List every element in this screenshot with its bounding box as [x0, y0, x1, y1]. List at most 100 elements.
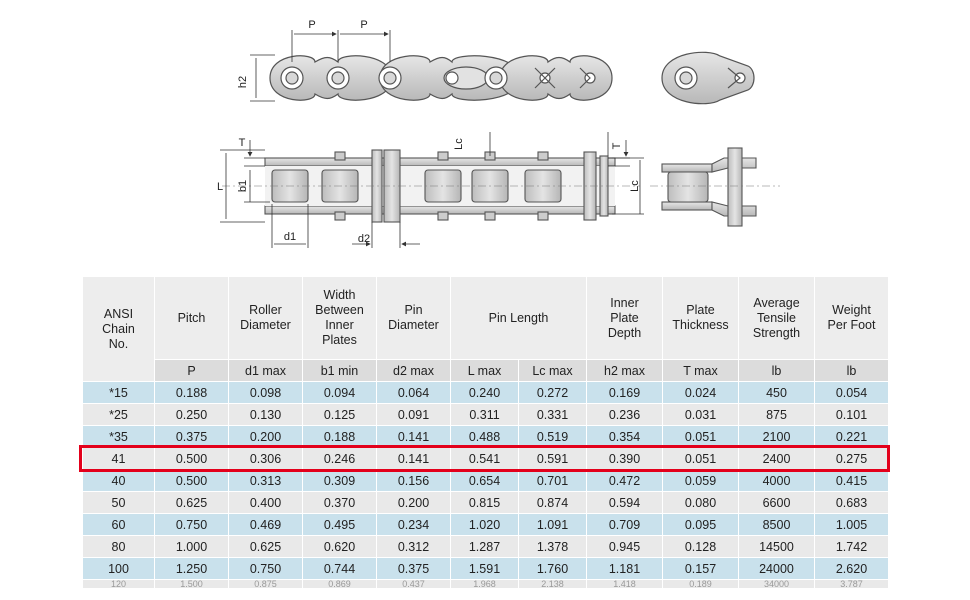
- value-cell: 0.415: [814, 469, 889, 492]
- value-cell: 0.874: [518, 491, 587, 514]
- chain-number-cell: *35: [82, 425, 155, 448]
- chain-end-view-plan: [661, 147, 757, 227]
- cutoff-cell: 34000: [738, 579, 815, 589]
- value-cell: 4000: [738, 469, 815, 492]
- value-cell: 0.098: [228, 381, 303, 404]
- header-weight: Weight Per Foot: [814, 276, 889, 360]
- cutoff-cell: 2.138: [518, 579, 587, 589]
- value-cell: 875: [738, 403, 815, 426]
- value-cell: 0.815: [450, 491, 519, 514]
- cutoff-cell: 0.875: [228, 579, 303, 589]
- header-pin: Pin Diameter: [376, 276, 451, 360]
- value-cell: 0.709: [586, 513, 663, 536]
- unit-cell: T max: [662, 359, 739, 382]
- cutoff-cell: 0.189: [662, 579, 739, 589]
- value-cell: 24000: [738, 557, 815, 580]
- dimension-lines: [250, 30, 391, 102]
- lc-label-right: Lc: [629, 180, 641, 192]
- chain-number-cell: 80: [82, 535, 155, 558]
- table-row: 40 0.500 0.313 0.309 0.156 0.654 0.701 0.472 0.0…: [82, 469, 889, 492]
- value-cell: 0.375: [154, 425, 229, 448]
- value-cell: 1.000: [154, 535, 229, 558]
- value-cell: 0.354: [586, 425, 663, 448]
- cutoff-cell: 1.968: [450, 579, 519, 589]
- value-cell: 0.024: [662, 381, 739, 404]
- value-cell: 0.500: [154, 447, 229, 470]
- unit-cell: d1 max: [228, 359, 303, 382]
- value-cell: 0.080: [662, 491, 739, 514]
- value-cell: 0.625: [154, 491, 229, 514]
- value-cell: 2.620: [814, 557, 889, 580]
- value-cell: 0.064: [376, 381, 451, 404]
- pitch-label-2: P: [360, 19, 367, 31]
- value-cell: 1.181: [586, 557, 663, 580]
- value-cell: 0.400: [228, 491, 303, 514]
- value-cell: 1.005: [814, 513, 889, 536]
- value-cell: 1.020: [450, 513, 519, 536]
- value-cell: 0.306: [228, 447, 303, 470]
- chain-number-cell: 60: [82, 513, 155, 536]
- value-cell: 0.130: [228, 403, 303, 426]
- chain-end-view: [661, 51, 755, 105]
- value-cell: 0.375: [376, 557, 451, 580]
- header-row: ANSI Chain No. Pitch Roller Diameter Width Betw…: [82, 276, 889, 382]
- value-cell: 0.541: [450, 447, 519, 470]
- cutoff-cell: 3.787: [814, 579, 889, 589]
- value-cell: 0.246: [302, 447, 377, 470]
- chain-drawing: P P h2: [217, 19, 780, 248]
- unit-cell: h2 max: [586, 359, 663, 382]
- value-cell: 0.051: [662, 425, 739, 448]
- unit-cell: d2 max: [376, 359, 451, 382]
- table-row-highlighted: 41 0.500 0.306 0.246 0.141 0.541 0.591 0.390 0.0…: [82, 447, 889, 470]
- lc-label-top: Lc: [453, 138, 465, 150]
- value-cell: 0.488: [450, 425, 519, 448]
- value-cell: 1.091: [518, 513, 587, 536]
- header-roller: Roller Diameter: [228, 276, 303, 360]
- chain-number-cell: *15: [82, 381, 155, 404]
- b1-label: b1: [237, 180, 249, 192]
- table-row: *35 0.375 0.200 0.188 0.141 0.488 0.519 0.354 0.…: [82, 425, 889, 448]
- value-cell: 0.313: [228, 469, 303, 492]
- value-cell: 0.390: [586, 447, 663, 470]
- value-cell: 1.760: [518, 557, 587, 580]
- value-cell: 0.591: [518, 447, 587, 470]
- value-cell: 0.750: [228, 557, 303, 580]
- table-row: 60 0.750 0.469 0.495 0.234 1.020 1.091 0.709 0.0…: [82, 513, 889, 536]
- unit-cell: lb: [738, 359, 815, 382]
- value-cell: 0.101: [814, 403, 889, 426]
- value-cell: 0.370: [302, 491, 377, 514]
- value-cell: 0.157: [662, 557, 739, 580]
- value-cell: 0.312: [376, 535, 451, 558]
- value-cell: 0.519: [518, 425, 587, 448]
- value-cell: 0.594: [586, 491, 663, 514]
- t-label-left: T: [239, 137, 246, 149]
- header-width: Width Between Inner Plates: [302, 276, 377, 360]
- value-cell: 0.125: [302, 403, 377, 426]
- d2-label: d2: [358, 233, 370, 245]
- l-label: L: [217, 181, 223, 193]
- value-cell: 0.272: [518, 381, 587, 404]
- value-cell: 0.500: [154, 469, 229, 492]
- cutoff-cell: 1.500: [154, 579, 229, 589]
- header-ansi: ANSI Chain No.: [82, 276, 155, 382]
- value-cell: 0.054: [814, 381, 889, 404]
- header-pitch: Pitch: [154, 276, 229, 360]
- table-row: *15 0.188 0.098 0.094 0.064 0.240 0.272 0.169 0.…: [82, 381, 889, 404]
- header-tensile: Average Tensile Strength: [738, 276, 815, 360]
- value-cell: 0.200: [376, 491, 451, 514]
- cutoff-cell: 1.418: [586, 579, 663, 589]
- unit-cell: L max: [450, 359, 519, 382]
- h2-label: h2: [237, 76, 249, 88]
- unit-cell: lb: [814, 359, 889, 382]
- chain-number-cell: 50: [82, 491, 155, 514]
- value-cell: 450: [738, 381, 815, 404]
- value-cell: 0.221: [814, 425, 889, 448]
- value-cell: 6600: [738, 491, 815, 514]
- value-cell: 0.169: [586, 381, 663, 404]
- value-cell: 0.683: [814, 491, 889, 514]
- unit-cell: b1 min: [302, 359, 377, 382]
- value-cell: 0.141: [376, 425, 451, 448]
- cutoff-cell: 0.437: [376, 579, 451, 589]
- value-cell: 0.128: [662, 535, 739, 558]
